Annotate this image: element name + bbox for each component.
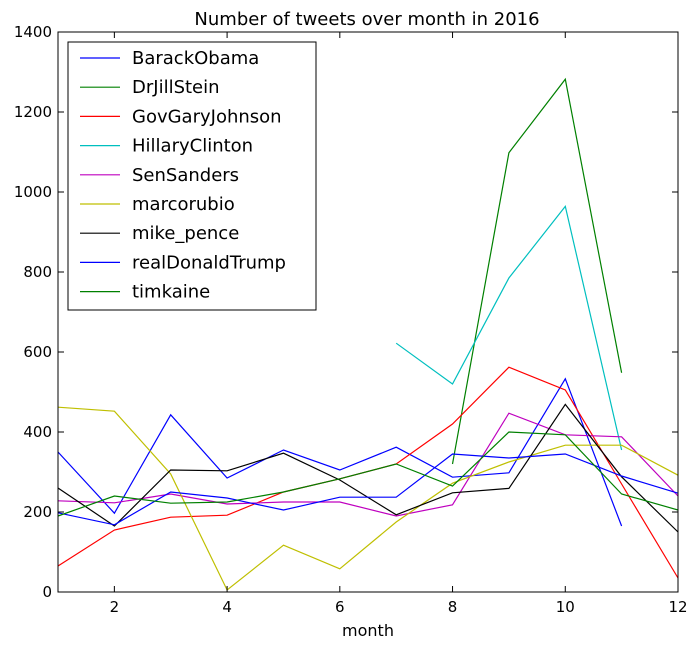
x-axis: 2 4 6 8 10 12 [110,32,688,616]
legend: BarackObama DrJillStein GovGaryJohnson Hill… [67,41,317,311]
x-tick-label: 12 [668,598,687,616]
series-line-SenSanders [57,412,679,517]
x-tick-label: 2 [110,598,120,616]
y-tick-label: 400 [23,423,52,441]
plot-frame [57,31,679,593]
y-axis: 0 200 400 600 800 1000 1200 1400 [14,23,678,601]
legend-label-timkaine: timkaine [132,282,210,303]
legend-label-BarackObama: BarackObama [132,48,259,69]
y-tick-label: 600 [23,343,52,361]
series-line-GovGaryJohnson [57,366,679,579]
legend-label-SenSanders: SenSanders [132,165,239,186]
legend-label-DrJillStein: DrJillStein [132,77,220,98]
legend-label-mike_pence: mike_pence [132,223,239,244]
legend-label-marcorubio: marcorubio [132,194,235,215]
x-tick-label: 8 [448,598,458,616]
y-tick-label: 800 [23,263,52,281]
legend-label-HillaryClinton: HillaryClinton [132,136,253,157]
series-layer [57,77,679,591]
chart-title: Number of tweets over month in 2016 [194,9,539,30]
x-tick-label: 4 [222,598,232,616]
y-tick-label: 200 [23,503,52,521]
y-tick-label: 1400 [14,23,52,41]
legend-label-realDonaldTrump: realDonaldTrump [132,252,286,273]
series-line-DrJillStein [451,77,623,465]
y-tick-label: 1000 [14,183,52,201]
series-line-timkaine [57,431,679,517]
x-axis-label: month [342,621,394,640]
y-tick-label: 0 [42,583,52,601]
series-line-realDonaldTrump [57,453,679,526]
y-tick-label: 1200 [14,103,52,121]
series-line-BarackObama [57,377,623,527]
x-tick-label: 10 [556,598,575,616]
x-tick-label: 6 [335,598,345,616]
series-line-marcorubio [57,406,679,591]
series-line-HillaryClinton [395,205,623,451]
legend-label-GovGaryJohnson: GovGaryJohnson [132,106,282,127]
